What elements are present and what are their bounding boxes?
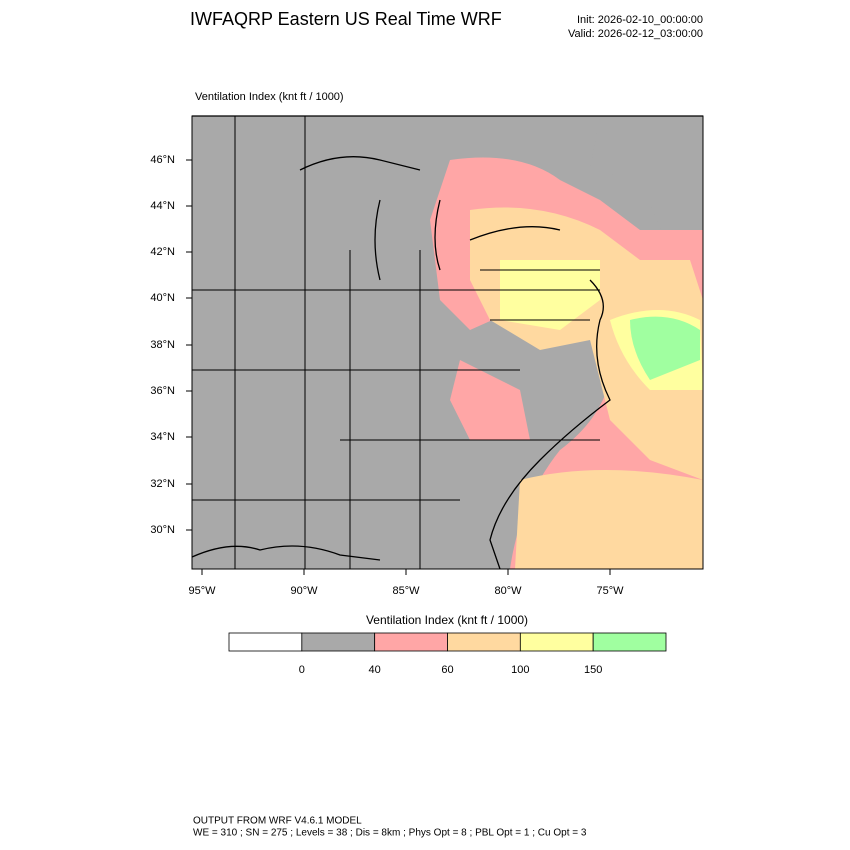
lon-label: 90°W: [290, 585, 318, 597]
lat-label: 40°N: [150, 292, 175, 304]
footer-line: WE = 310 ; SN = 275 ; Levels = 38 ; Dis …: [193, 828, 587, 839]
colorbar-label: 0: [299, 664, 305, 676]
lon-label: 95°W: [188, 585, 216, 597]
colorbar-label: 40: [369, 664, 381, 676]
colorbar-box: [592, 632, 667, 652]
region: [630, 316, 700, 380]
region: [590, 116, 703, 250]
lat-label: 32°N: [150, 478, 175, 490]
map: [191, 115, 704, 570]
colorbar-label: 60: [441, 664, 453, 676]
lat-label: 36°N: [150, 385, 175, 397]
region: [500, 260, 600, 330]
lon-label: 80°W: [494, 585, 522, 597]
lat-label: 44°N: [150, 200, 175, 212]
region: [450, 360, 530, 440]
map-frame: [191, 115, 704, 570]
lon-label: 75°W: [596, 585, 624, 597]
lat-label: 34°N: [150, 431, 175, 443]
colorbar-box: [447, 632, 521, 652]
colorbar-box: [374, 632, 448, 652]
state-borders: [192, 116, 600, 569]
colorbar-title: Ventilation Index (knt ft / 1000): [366, 613, 528, 627]
colorbar-box: [301, 632, 376, 652]
lon-label: 85°W: [392, 585, 420, 597]
colorbar-label: 150: [584, 664, 602, 676]
region: [515, 470, 703, 569]
footer-line: OUTPUT FROM WRF V4.6.1 MODEL: [193, 816, 362, 827]
map-title: Ventilation Index (knt ft / 1000): [195, 91, 344, 103]
colorbar-box: [228, 632, 303, 652]
title: IWFAQRP Eastern US Real Time WRF: [190, 9, 502, 29]
colorbar-label: 100: [511, 664, 529, 676]
lat-label: 30°N: [150, 524, 175, 536]
lat-label: 42°N: [150, 246, 175, 258]
init-time: Init: 2026-02-10_00:00:00: [577, 14, 703, 26]
lat-label: 38°N: [150, 339, 175, 351]
valid-time: Valid: 2026-02-12_03:00:00: [568, 28, 703, 40]
lat-label: 46°N: [150, 154, 175, 166]
colorbar-box: [519, 632, 594, 652]
